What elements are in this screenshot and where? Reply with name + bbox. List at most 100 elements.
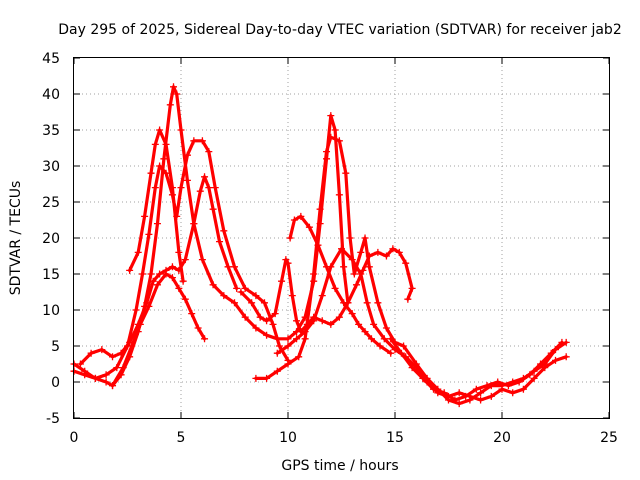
plot-frame <box>73 57 610 419</box>
data-point <box>273 367 281 375</box>
data-point <box>145 302 153 310</box>
data-point <box>168 263 176 271</box>
data-point <box>98 346 106 354</box>
data-point <box>404 295 412 303</box>
data-point <box>252 374 260 382</box>
data-point <box>357 248 365 256</box>
data-point <box>153 220 161 228</box>
data-point <box>455 400 463 408</box>
data-point <box>331 284 339 292</box>
data-point <box>275 342 283 350</box>
y-axis-label: SDTVAR / TECUs <box>8 181 24 296</box>
data-point <box>284 335 292 343</box>
y-tick-label: 30 <box>42 159 60 175</box>
data-point <box>231 263 238 271</box>
data-point <box>408 284 416 292</box>
series-sat-f <box>237 245 416 336</box>
data-point <box>273 349 281 357</box>
data-point <box>335 137 343 145</box>
data-point <box>387 349 395 357</box>
data-point <box>175 248 183 256</box>
data-point <box>402 259 410 267</box>
series-sat-a <box>70 83 352 390</box>
data-point <box>327 263 335 271</box>
data-point <box>170 83 178 91</box>
data-point <box>310 317 318 325</box>
data-point <box>188 310 196 318</box>
data-point <box>288 292 296 300</box>
data-point <box>205 148 213 156</box>
data-point <box>162 169 170 177</box>
data-point <box>297 212 305 220</box>
data-point <box>109 353 117 361</box>
data-point <box>348 256 356 264</box>
data-point <box>472 385 480 393</box>
axis-ticks: 0 5 10 15 20 25 -5 0 5 10 15 20 25 30 35 40 45 <box>42 51 618 446</box>
data-point <box>177 184 185 192</box>
data-point <box>237 288 245 296</box>
data-point <box>376 342 384 350</box>
data-point <box>209 281 217 289</box>
data-point <box>211 184 219 192</box>
data-point <box>382 324 390 332</box>
data-point <box>149 277 157 285</box>
data-point <box>263 374 271 382</box>
data-point <box>498 385 506 393</box>
data-point <box>156 162 164 170</box>
data-point <box>260 299 268 307</box>
series-sat-j <box>387 335 566 404</box>
y-tick-label: 15 <box>42 267 60 283</box>
data-point <box>141 212 149 220</box>
x-tick-label: 0 <box>70 430 79 446</box>
data-point <box>263 331 271 339</box>
data-point <box>526 371 534 379</box>
data-point <box>102 378 110 386</box>
data-point <box>552 356 559 364</box>
data-point <box>530 374 538 382</box>
data-point <box>504 382 512 390</box>
data-point <box>359 266 367 274</box>
data-point <box>327 320 335 328</box>
data-point <box>256 313 264 321</box>
data-point <box>252 292 260 300</box>
data-point <box>147 169 155 177</box>
data-point <box>284 360 292 368</box>
data-point <box>156 270 164 278</box>
data-point <box>365 263 373 271</box>
data-point <box>282 256 290 264</box>
y-tick-label: 5 <box>51 339 60 355</box>
data-point <box>166 101 174 109</box>
data-point <box>147 270 155 278</box>
data-point <box>231 299 238 307</box>
data-point <box>335 191 343 199</box>
x-tick-label: 10 <box>279 430 297 446</box>
series-line <box>72 139 290 380</box>
data-point <box>286 234 294 242</box>
data-point <box>151 140 159 148</box>
data-point <box>168 274 176 282</box>
data-point <box>241 313 249 321</box>
data-point <box>145 230 153 238</box>
data-point <box>301 328 309 336</box>
data-point <box>179 277 187 285</box>
series-line <box>128 128 185 283</box>
series-sat-i <box>273 245 570 404</box>
data-point <box>350 270 358 278</box>
data-point <box>342 169 350 177</box>
data-point <box>509 389 517 397</box>
data-point <box>331 126 339 134</box>
data-point <box>400 342 408 350</box>
y-tick-label: 0 <box>51 375 60 391</box>
data-point <box>198 137 206 145</box>
data-point <box>355 320 363 328</box>
data-point <box>183 151 191 159</box>
data-point <box>462 392 470 400</box>
data-point <box>160 155 168 163</box>
data-point <box>284 342 292 350</box>
data-point <box>224 263 232 271</box>
data-point <box>126 266 134 274</box>
data-point <box>198 256 206 264</box>
data-point <box>305 223 313 231</box>
data-point <box>201 335 209 343</box>
